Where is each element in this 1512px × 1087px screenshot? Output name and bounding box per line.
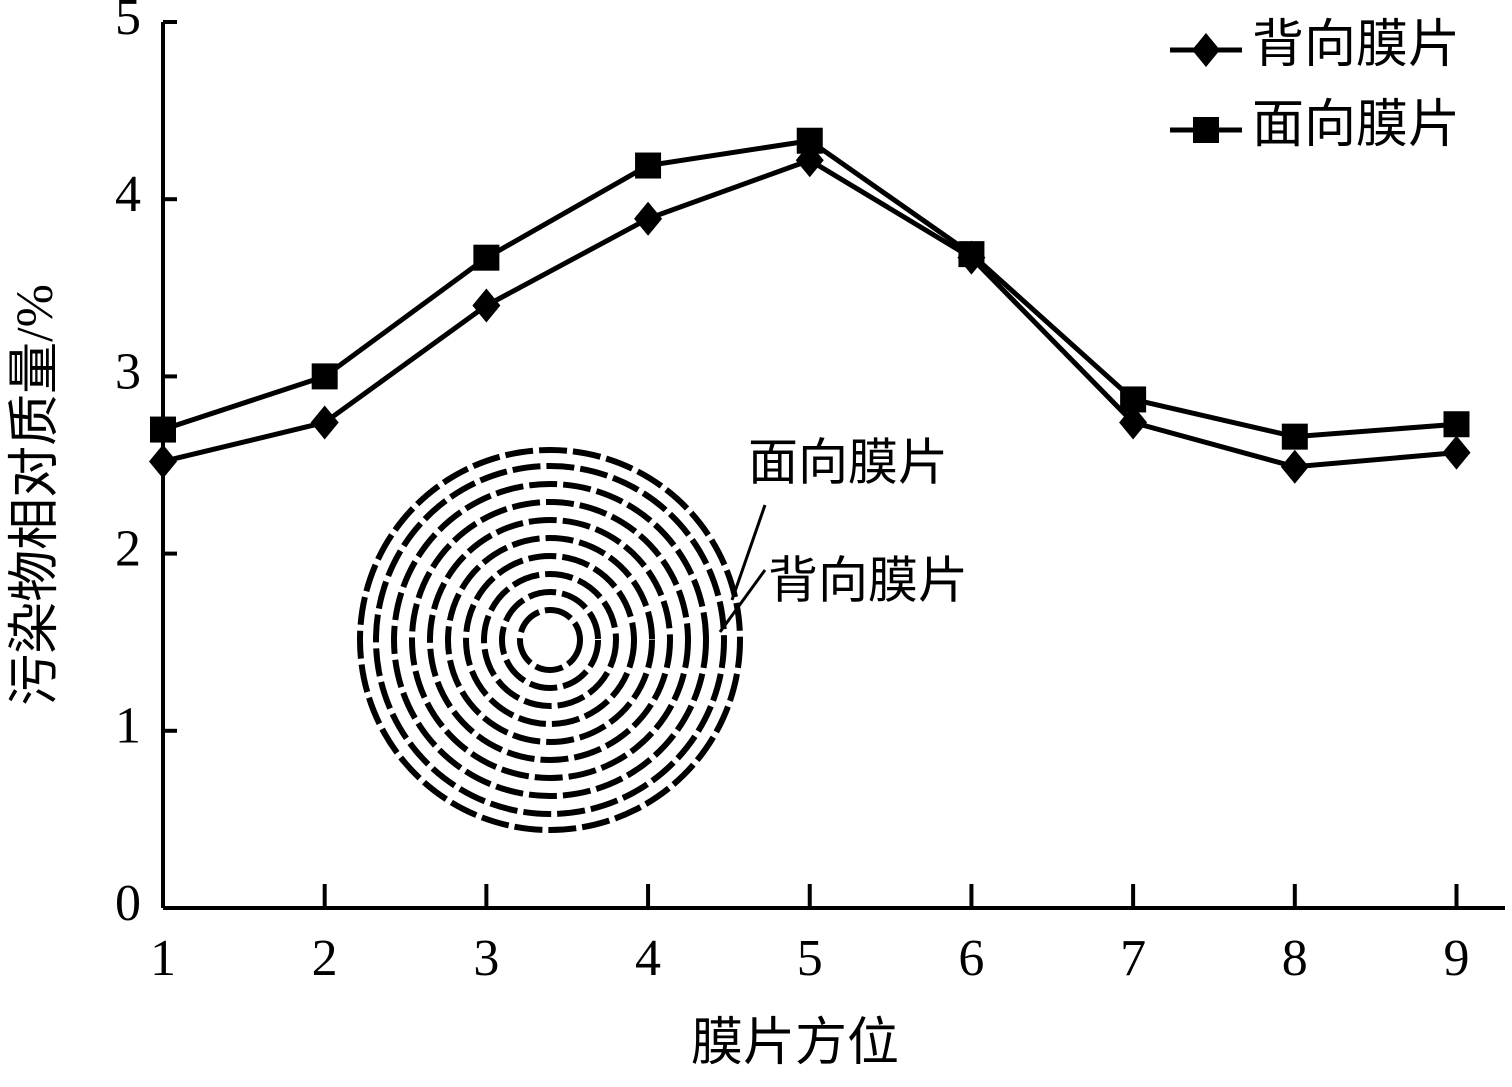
square-marker: [1193, 117, 1219, 143]
x-tick-label: 3: [473, 930, 499, 987]
diamond-marker: [634, 201, 663, 236]
diamond-marker: [310, 405, 339, 440]
annotation: 面向膜片: [748, 434, 948, 490]
x-tick-label: 7: [1120, 930, 1146, 987]
square-marker: [1443, 411, 1470, 438]
series-line: [162, 138, 1457, 440]
spiral-drawing: [357, 447, 743, 833]
diamond-marker: [1119, 405, 1148, 440]
square-marker: [1120, 386, 1147, 413]
square-marker: [1281, 423, 1308, 450]
diamond-marker: [149, 444, 177, 479]
legend-label: 面向膜片: [1252, 97, 1460, 154]
annotation: 背向膜片: [768, 552, 968, 608]
x-tick-label: 8: [1282, 930, 1308, 987]
leader-line: [718, 569, 767, 633]
x-tick-label: 9: [1443, 930, 1469, 987]
diamond-marker: [472, 288, 501, 323]
square-marker: [796, 127, 823, 154]
diamond-marker: [1442, 435, 1471, 470]
square-marker: [150, 416, 176, 443]
square-marker: [473, 244, 500, 271]
x-tick-label: 5: [797, 930, 823, 987]
square-marker: [311, 363, 338, 390]
leader-line: [730, 504, 767, 601]
square-marker: [635, 152, 662, 179]
series-line: [162, 157, 1457, 470]
x-tick-label: 4: [635, 930, 661, 987]
diamond-marker: [1192, 33, 1220, 67]
y-tick-label: 1: [115, 698, 141, 755]
y-tick-label: 3: [115, 343, 141, 400]
diamond-marker: [1280, 449, 1309, 484]
y-tick-label: 0: [115, 875, 141, 932]
y-tick-label: 2: [115, 521, 141, 578]
square-marker: [958, 241, 985, 268]
x-axis-label: 膜片方位: [691, 1015, 899, 1072]
y-axis-label: 污染物相对质量/%: [7, 284, 64, 706]
legend-label: 背向膜片: [1252, 17, 1460, 74]
x-tick-label: 6: [958, 930, 984, 987]
x-tick-label: 2: [312, 930, 338, 987]
x-tick-label: 1: [150, 930, 176, 987]
y-tick-label: 4: [115, 166, 141, 223]
y-tick-label: 5: [115, 0, 141, 46]
